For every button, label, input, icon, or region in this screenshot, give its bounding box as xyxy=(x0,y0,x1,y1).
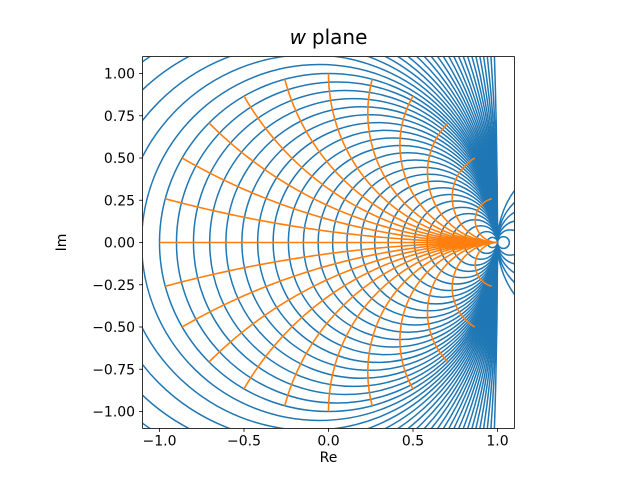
orange-arc xyxy=(451,157,498,244)
orange-arc xyxy=(165,197,498,244)
orange-arc xyxy=(243,95,498,244)
orange-arc xyxy=(181,157,498,244)
axis-ticks xyxy=(139,73,498,432)
orange-arc xyxy=(451,241,498,328)
orange-arc xyxy=(399,241,498,390)
orange-arc xyxy=(426,122,498,244)
orange-arc xyxy=(327,241,498,412)
x-tick-label: −1.0 xyxy=(143,433,177,449)
orange-arc-family xyxy=(159,73,498,412)
orange-arc xyxy=(367,79,498,244)
y-tick-label: 1.00 xyxy=(104,67,135,83)
orange-arc xyxy=(283,241,498,406)
orange-arc xyxy=(399,95,498,244)
plot-title-rest: plane xyxy=(312,25,368,49)
x-tick-label: 0.0 xyxy=(317,433,339,449)
orange-arc xyxy=(327,73,498,244)
x-tick-label: 0.5 xyxy=(402,433,424,449)
orange-arc xyxy=(208,241,498,363)
orange-arc xyxy=(165,241,498,288)
y-tick-label: −0.75 xyxy=(92,362,135,378)
orange-arc xyxy=(283,79,498,244)
y-tick-label: −0.25 xyxy=(92,278,135,294)
orange-arc xyxy=(474,241,498,288)
orange-arc xyxy=(243,241,498,390)
orange-arc xyxy=(474,197,498,244)
tick-labels: −1.0 −0.5 0.0 0.5 1.0 −1.00 −0.75 −0.50 −0.25 0.0… xyxy=(92,67,508,450)
y-tick-label: 0.25 xyxy=(104,193,135,209)
y-tick-label: 0.00 xyxy=(104,236,135,252)
y-tick-label: 0.50 xyxy=(104,151,135,167)
orange-arc xyxy=(426,241,498,363)
plot-title: w plane xyxy=(290,25,368,49)
plot-title-italic-w: w xyxy=(290,25,307,49)
y-axis-label: Im xyxy=(54,234,70,252)
x-tick-label: 1.0 xyxy=(486,433,508,449)
x-tick-label: −0.5 xyxy=(227,433,261,449)
orange-arc xyxy=(367,241,498,406)
orange-arc xyxy=(181,241,498,328)
orange-arc xyxy=(208,122,498,244)
y-tick-label: −0.50 xyxy=(92,320,135,336)
y-tick-label: 0.75 xyxy=(104,109,135,125)
x-axis-label: Re xyxy=(320,450,338,466)
y-tick-label: −1.00 xyxy=(92,405,135,421)
